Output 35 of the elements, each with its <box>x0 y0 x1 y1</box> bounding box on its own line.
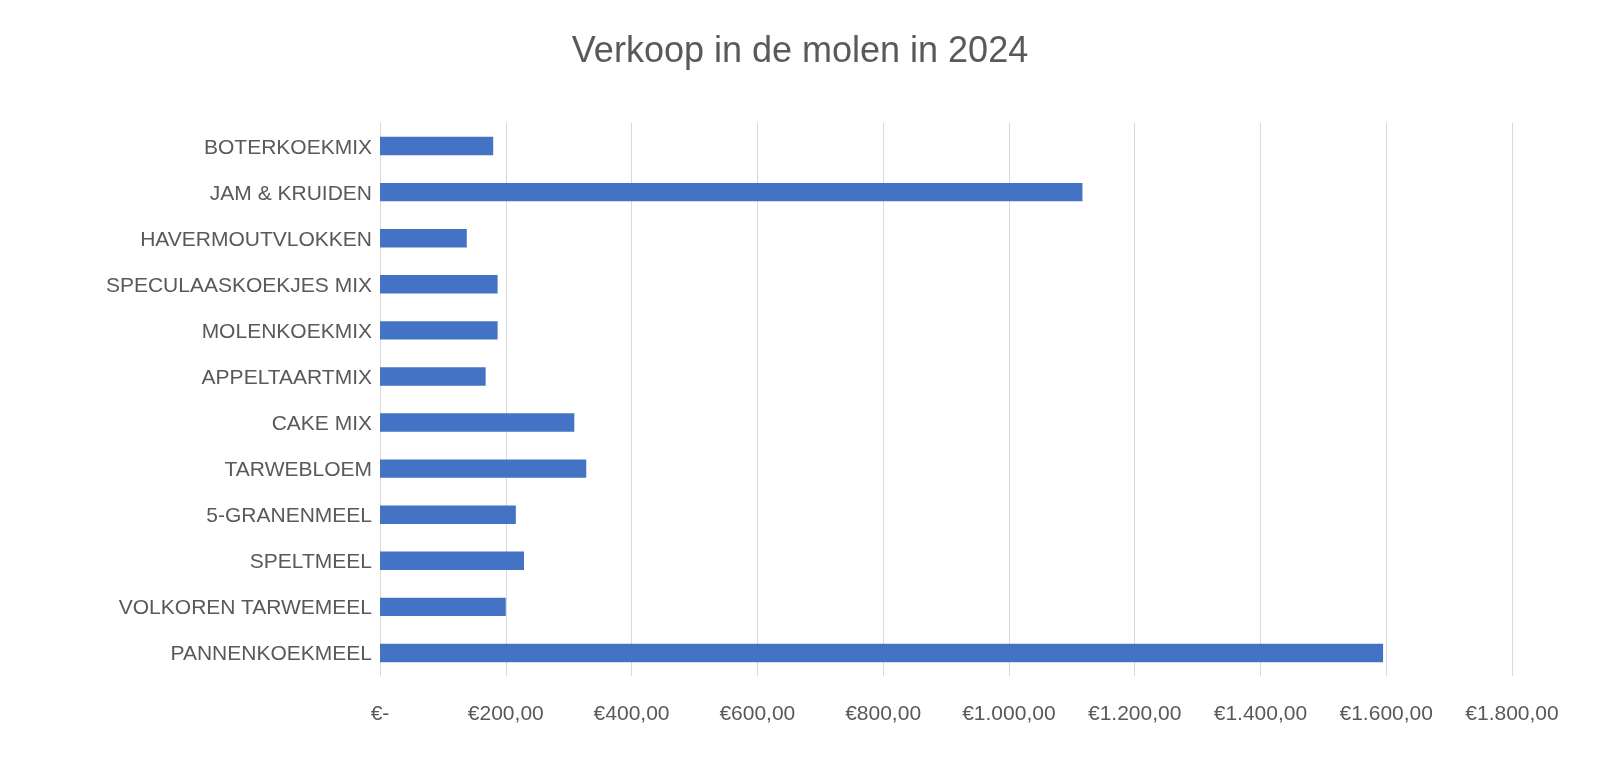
x-tick-label: €400,00 <box>593 701 670 724</box>
y-tick-label: APPELTAARTMIX <box>201 364 372 388</box>
y-tick-label: CAKE MIX <box>271 411 372 435</box>
y-tick-label: PANNENKOEKMEEL <box>170 641 372 665</box>
y-tick-label: BOTERKOEKMIX <box>203 134 372 158</box>
x-tick-label: €1.800,00 <box>1465 701 1559 724</box>
y-tick-label: VOLKOREN TARWEMEEL <box>118 595 372 619</box>
bar <box>380 597 506 617</box>
y-tick-label: TARWEBLOEM <box>224 457 372 481</box>
bar <box>380 459 587 478</box>
x-tick-label: €- <box>370 701 390 724</box>
bar <box>380 275 498 294</box>
bar <box>380 643 1384 663</box>
x-tick-label: €1.200,00 <box>1087 701 1182 724</box>
bar <box>380 228 467 248</box>
bar <box>380 136 494 156</box>
y-tick-label: SPELTMEEL <box>249 549 372 573</box>
y-tick-label: MOLENKOEKMIX <box>201 318 372 342</box>
bar <box>380 551 525 571</box>
bar <box>380 413 575 432</box>
bar <box>380 321 498 340</box>
bar <box>380 182 1083 202</box>
x-tick-label: €1.600,00 <box>1339 701 1433 724</box>
x-tick-label: €1.000,00 <box>962 701 1056 724</box>
chart-title: Verkoop in de molen in 2024 <box>571 28 1029 70</box>
x-tick-label: €600,00 <box>719 701 796 724</box>
x-tick-label: €800,00 <box>845 701 922 724</box>
y-tick-label: 5-GRANENMEEL <box>206 503 372 527</box>
bar <box>380 505 516 524</box>
y-tick-label: HAVERMOUTVLOKKEN <box>140 226 372 250</box>
x-tick-label: €1.400,00 <box>1213 701 1308 724</box>
y-tick-label: JAM & KRUIDEN <box>209 180 372 204</box>
y-tick-label: SPECULAASKOEKJES MIX <box>105 272 372 296</box>
bar <box>380 367 486 386</box>
x-tick-label: €200,00 <box>467 701 544 724</box>
